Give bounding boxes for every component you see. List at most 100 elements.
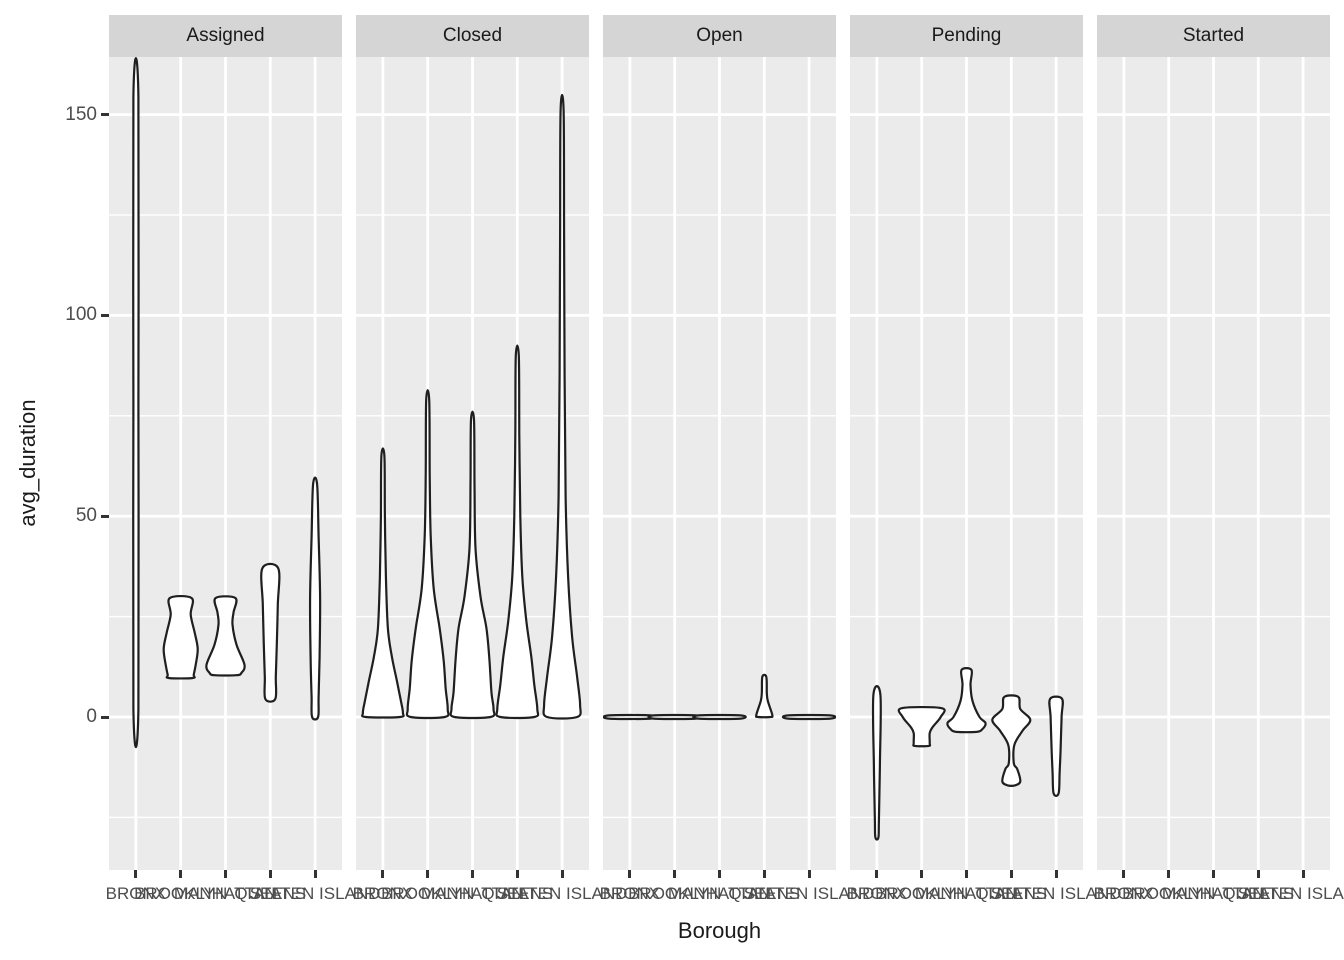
x-tick-mark xyxy=(1212,870,1215,878)
gridline-major xyxy=(356,314,589,317)
gridline-vertical xyxy=(1256,57,1260,870)
gridline-minor xyxy=(603,415,836,417)
x-tick-mark xyxy=(628,870,632,878)
violin-assigned-manhattan xyxy=(205,595,246,677)
gridline-vertical xyxy=(718,57,721,870)
violin-closed-staten-island xyxy=(542,93,582,720)
y-tick-label-100: 100 xyxy=(65,304,97,326)
x-category-label-brooklyn: BROOKLYN xyxy=(628,884,722,903)
x-tick-mark xyxy=(875,870,879,878)
gridline-major xyxy=(603,514,836,518)
y-tick-mark xyxy=(101,514,109,518)
gridline-minor xyxy=(109,214,342,216)
x-category-label-staten-island: STATEN ISLAND xyxy=(1237,884,1344,903)
y-tick-label-150: 150 xyxy=(65,103,97,125)
x-category-label-staten-island: STATEN ISLAND xyxy=(743,884,875,903)
gridline-vertical xyxy=(179,57,183,870)
gridline-vertical xyxy=(673,57,677,870)
facet-strip-open: Open xyxy=(603,15,836,57)
x-tick-mark xyxy=(807,870,811,878)
gridline-vertical xyxy=(1122,57,1126,870)
x-tick-mark xyxy=(1054,870,1058,878)
x-category-label-bronx: BRONX xyxy=(846,884,908,903)
gridline-vertical xyxy=(628,57,632,870)
violin-assigned-bronx xyxy=(131,57,140,748)
facet-strip-started: Started xyxy=(1097,15,1330,57)
gridline-major xyxy=(603,113,836,116)
gridline-vertical xyxy=(1009,57,1013,870)
gridline-major xyxy=(850,314,1083,317)
gridline-major xyxy=(1097,514,1330,518)
violin-pending-queens xyxy=(991,694,1032,787)
x-tick-mark xyxy=(381,870,385,878)
x-tick-mark xyxy=(1167,870,1171,878)
violin-closed-manhattan xyxy=(449,410,496,720)
facet-strip-label: Pending xyxy=(931,25,1002,46)
panel-canvas xyxy=(603,57,836,870)
facet-strip-label: Open xyxy=(696,25,743,46)
x-category-label-brooklyn: BROOKLYN xyxy=(875,884,969,903)
x-category-label-staten-island: STATEN ISLAND xyxy=(249,884,381,903)
gridline-minor xyxy=(1097,816,1330,819)
facet-strip-closed: Closed xyxy=(356,15,589,57)
gridline-vertical xyxy=(268,57,272,870)
violin-assigned-brooklyn xyxy=(162,594,199,680)
gridline-vertical xyxy=(1212,57,1215,870)
x-category-label-brooklyn: BROOKLYN xyxy=(381,884,475,903)
facet-panel-open xyxy=(603,57,836,870)
gridline-major xyxy=(109,113,342,116)
x-tick-mark xyxy=(1256,870,1260,878)
gridline-minor xyxy=(1097,214,1330,216)
gridline-major xyxy=(850,514,1083,518)
gridline-minor xyxy=(603,615,836,618)
gridline-major xyxy=(109,314,342,317)
x-tick-mark xyxy=(1301,870,1305,878)
x-category-label-manhattan: MANHATTAN xyxy=(667,884,772,903)
x-category-label-bronx: BRONX xyxy=(105,884,167,903)
violin-open-manhattan xyxy=(692,713,747,721)
gridline-vertical xyxy=(313,57,317,870)
x-category-label-staten-island: STATEN ISLAND xyxy=(990,884,1122,903)
facet-panel-started xyxy=(1097,57,1330,870)
y-tick-mark xyxy=(101,715,109,719)
x-tick-mark xyxy=(268,870,272,878)
gridline-minor xyxy=(109,816,342,819)
facet-strip-label: Closed xyxy=(442,25,503,46)
gridline-minor xyxy=(850,415,1083,417)
gridline-vertical xyxy=(965,57,968,870)
x-category-label-brooklyn: BROOKLYN xyxy=(134,884,228,903)
x-category-label-brooklyn: BROOKLYN xyxy=(1122,884,1216,903)
violin-open-staten-island xyxy=(781,713,836,721)
gridline-major xyxy=(109,715,342,719)
facet-strip-label: Assigned xyxy=(186,25,265,46)
gridline-minor xyxy=(1097,415,1330,417)
gridline-major xyxy=(1097,715,1330,719)
gridline-minor xyxy=(850,816,1083,819)
gridline-vertical xyxy=(807,57,811,870)
gridline-minor xyxy=(109,415,342,417)
x-category-label-staten-island: STATEN ISLAND xyxy=(496,884,628,903)
violin-pending-staten-island xyxy=(1048,695,1064,797)
violin-assigned-queens xyxy=(260,562,281,703)
x-category-label-bronx: BRONX xyxy=(352,884,414,903)
violin-assigned-staten-island xyxy=(308,476,322,721)
x-tick-mark xyxy=(1122,870,1126,878)
x-tick-mark xyxy=(673,870,677,878)
x-tick-mark xyxy=(224,870,227,878)
violin-pending-manhattan xyxy=(946,667,987,734)
gridline-vertical xyxy=(920,57,924,870)
x-tick-mark xyxy=(471,870,474,878)
y-axis-title: avg_duration xyxy=(15,399,40,527)
x-category-label-manhattan: MANHATTAN xyxy=(173,884,278,903)
y-tick-label-0: 0 xyxy=(86,706,97,727)
gridline-minor xyxy=(356,214,589,216)
gridline-major xyxy=(109,514,342,518)
facet-panel-pending xyxy=(850,57,1083,870)
x-category-label-bronx: BRONX xyxy=(1093,884,1155,903)
x-tick-mark xyxy=(718,870,721,878)
y-tick-label-50: 50 xyxy=(75,505,97,527)
x-category-label-queens: QUEENS xyxy=(1222,884,1295,903)
gridline-major xyxy=(1097,113,1330,116)
x-category-label-queens: QUEENS xyxy=(728,884,801,903)
